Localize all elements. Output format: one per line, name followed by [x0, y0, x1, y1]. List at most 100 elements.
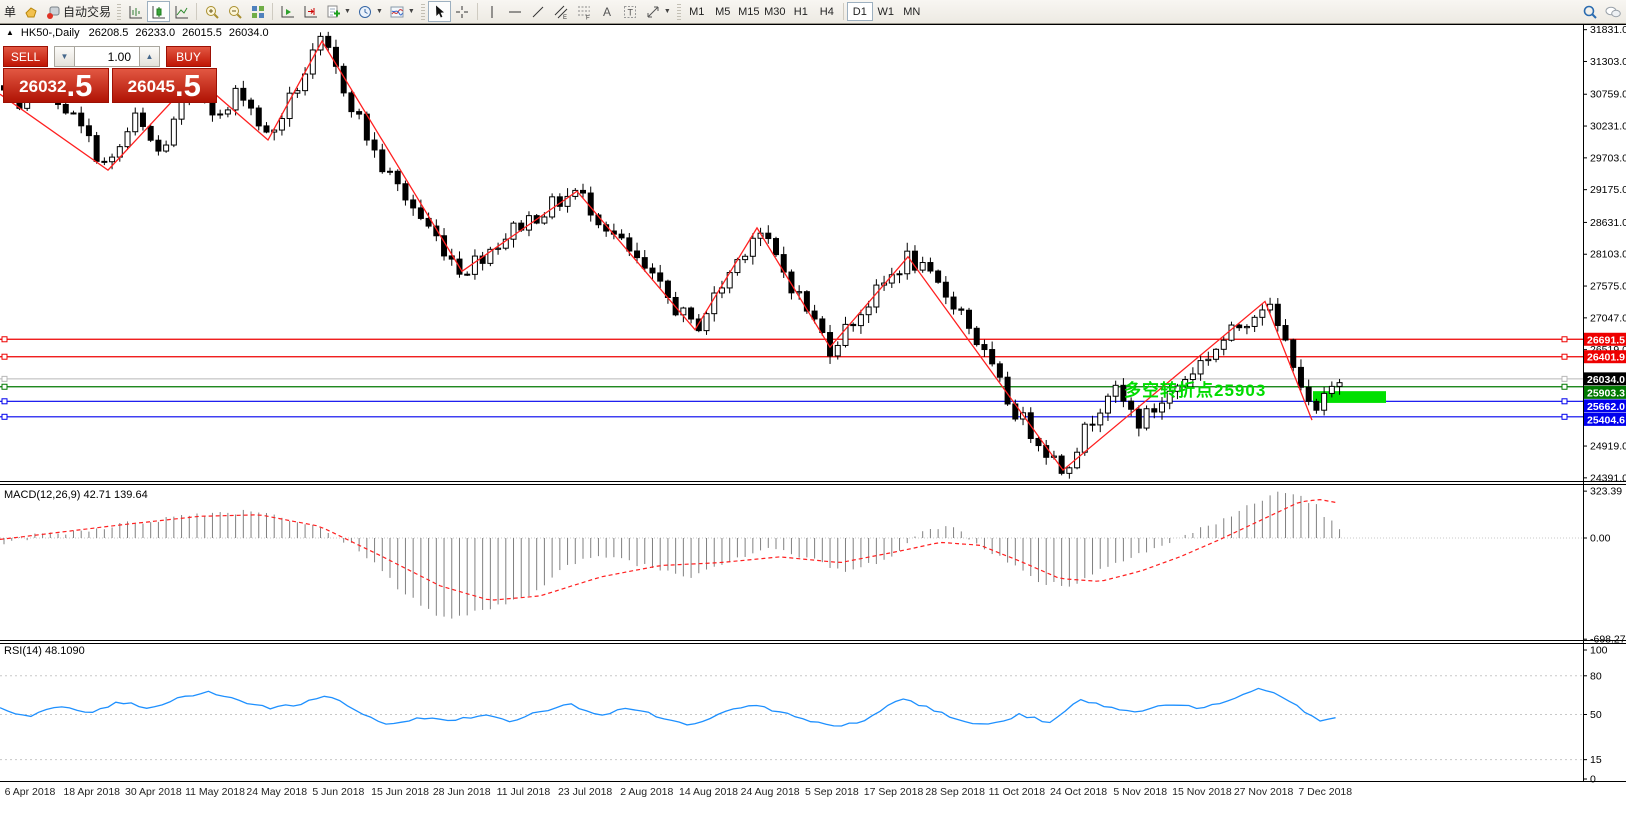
rsi-axis-tick: 15: [1590, 754, 1602, 766]
dropdown-caret-icon: ▼: [344, 8, 351, 15]
chart-canvas[interactable]: 31831.0 31303.0 30759.0 30231.0 29703.0 29175…: [0, 24, 1626, 810]
candle-body: [155, 139, 162, 152]
volume-increase-button[interactable]: ▲: [139, 46, 160, 67]
new-order-button[interactable]: [19, 1, 42, 22]
templates-button[interactable]: ▼: [386, 1, 418, 22]
line-handle[interactable]: [1561, 383, 1568, 390]
line-chart-mode-button[interactable]: [170, 1, 193, 22]
line-handle[interactable]: [1561, 398, 1568, 405]
tile-windows-button[interactable]: [246, 1, 269, 22]
label-tool-button[interactable]: T: [619, 1, 642, 22]
timeframe-D1[interactable]: D1: [846, 2, 873, 21]
line-handle[interactable]: [1, 413, 8, 420]
chart-window[interactable]: 31831.0 31303.0 30759.0 30231.0 29703.0 29175…: [0, 24, 1626, 810]
chart-shift-button[interactable]: [299, 1, 322, 22]
horizontal-line-25404.6[interactable]: [0, 413, 1583, 420]
bar-chart-mode-button[interactable]: [124, 1, 147, 22]
line-handle[interactable]: [1, 383, 8, 390]
candle-body: [788, 271, 795, 294]
periods-button[interactable]: ▼: [354, 1, 386, 22]
chat-button[interactable]: [1601, 1, 1625, 22]
line-handle[interactable]: [1, 336, 8, 343]
horizontal-line-tool-button[interactable]: [504, 1, 527, 22]
timeframe-MN[interactable]: MN: [903, 5, 921, 18]
text-tool-button[interactable]: A: [596, 1, 619, 22]
autotrading-button[interactable]: 自动交易: [42, 1, 114, 22]
candle-body: [703, 313, 710, 332]
candle-body: [1328, 385, 1335, 394]
cursor-tool-button[interactable]: [427, 1, 451, 22]
candle-body: [325, 35, 332, 48]
price-axis[interactable]: 31831.0 31303.0 30759.0 30231.0 29703.0 29175…: [1583, 24, 1626, 786]
candle-body: [495, 247, 502, 250]
date-label: 18 Apr 2018: [63, 786, 120, 798]
candle-body: [332, 46, 339, 67]
orders-button[interactable]: 单: [1, 1, 19, 22]
buy-button[interactable]: BUY: [166, 46, 211, 67]
clock-icon: [358, 5, 371, 18]
fibonacci-tool-button[interactable]: F: [573, 1, 596, 22]
candle-body: [1259, 309, 1266, 318]
timeframe-H1[interactable]: H1: [793, 5, 808, 18]
date-label: 23 Jul 2018: [558, 786, 612, 798]
candle-body: [379, 149, 386, 173]
zoom-in-button[interactable]: [200, 1, 223, 22]
buy-price-frac: .5: [174, 68, 201, 104]
candle-body: [1220, 339, 1227, 350]
trendline-tool-button[interactable]: [527, 1, 550, 22]
horizontal-line-26691.5[interactable]: [0, 336, 1583, 343]
candle-body: [510, 222, 517, 240]
timeframe-toolbar: M1 M5 M15 M30 H1 H4 D1 W1 MN: [684, 2, 925, 21]
candle-body: [170, 118, 177, 146]
price-label-26401.9: 26401.9: [1584, 350, 1626, 364]
arrows-tool-button[interactable]: ▼: [642, 1, 674, 22]
candle-body: [803, 291, 810, 312]
zoom-out-button[interactable]: [223, 1, 246, 22]
orders-button-label: 单: [4, 5, 17, 19]
svg-text:E: E: [563, 15, 567, 20]
channel-tool-button[interactable]: E: [550, 1, 573, 22]
line-handle[interactable]: [1, 375, 8, 382]
sell-price-display[interactable]: 26032 .5: [3, 68, 109, 103]
auto-scroll-button[interactable]: [276, 1, 299, 22]
symbol-name: HK50-,Daily: [20, 27, 80, 39]
candle-body: [1243, 325, 1250, 329]
horizontal-line-25903.3[interactable]: [0, 383, 1583, 390]
candle-body: [410, 199, 417, 209]
candlestick-mode-button[interactable]: [147, 1, 171, 22]
timeframe-M15[interactable]: M15: [738, 5, 760, 18]
volume-decrease-button[interactable]: ▼: [54, 46, 75, 67]
candle-body: [1035, 437, 1042, 447]
horizontal-line-26034.0[interactable]: [0, 375, 1583, 382]
horizontal-line-26401.9[interactable]: [0, 353, 1583, 360]
sell-button[interactable]: SELL: [3, 46, 48, 67]
line-handle[interactable]: [1561, 413, 1568, 420]
line-handle[interactable]: [1, 398, 8, 405]
new-chart-button[interactable]: ▼: [322, 1, 354, 22]
line-handle[interactable]: [1561, 375, 1568, 382]
candle-body: [865, 306, 872, 316]
chart-annotation-text[interactable]: 多空转折点25903: [1124, 381, 1267, 400]
timeframe-M30[interactable]: M30: [764, 5, 786, 18]
timeframe-M5[interactable]: M5: [715, 5, 731, 18]
date-label: 11 May 2018: [185, 786, 245, 798]
collapse-triangle-icon[interactable]: ▲: [6, 28, 14, 37]
timeframe-W1[interactable]: W1: [877, 5, 895, 18]
line-handle[interactable]: [1561, 353, 1568, 360]
volume-input[interactable]: 1.00: [75, 46, 139, 67]
line-handle[interactable]: [1561, 336, 1568, 343]
vertical-line-tool-button[interactable]: [481, 1, 504, 22]
buy-price-display[interactable]: 26045 .5: [111, 68, 217, 104]
date-axis[interactable]: 6 Apr 2018 18 Apr 2018 30 Apr 2018 11 May 2…: [5, 786, 1353, 798]
crosshair-tool-button[interactable]: [451, 1, 474, 22]
candle-body: [1205, 358, 1212, 362]
line-handle[interactable]: [1, 353, 8, 360]
candle-body: [139, 112, 146, 127]
timeframe-H4[interactable]: H4: [819, 5, 834, 18]
candle-body: [842, 323, 849, 346]
timeframe-M1[interactable]: M1: [689, 5, 705, 18]
green-rectangle-object[interactable]: [1313, 391, 1386, 403]
main-axis-tick: 24919.0: [1590, 441, 1626, 453]
date-label: 5 Jun 2018: [312, 786, 364, 798]
search-button[interactable]: [1578, 1, 1601, 22]
